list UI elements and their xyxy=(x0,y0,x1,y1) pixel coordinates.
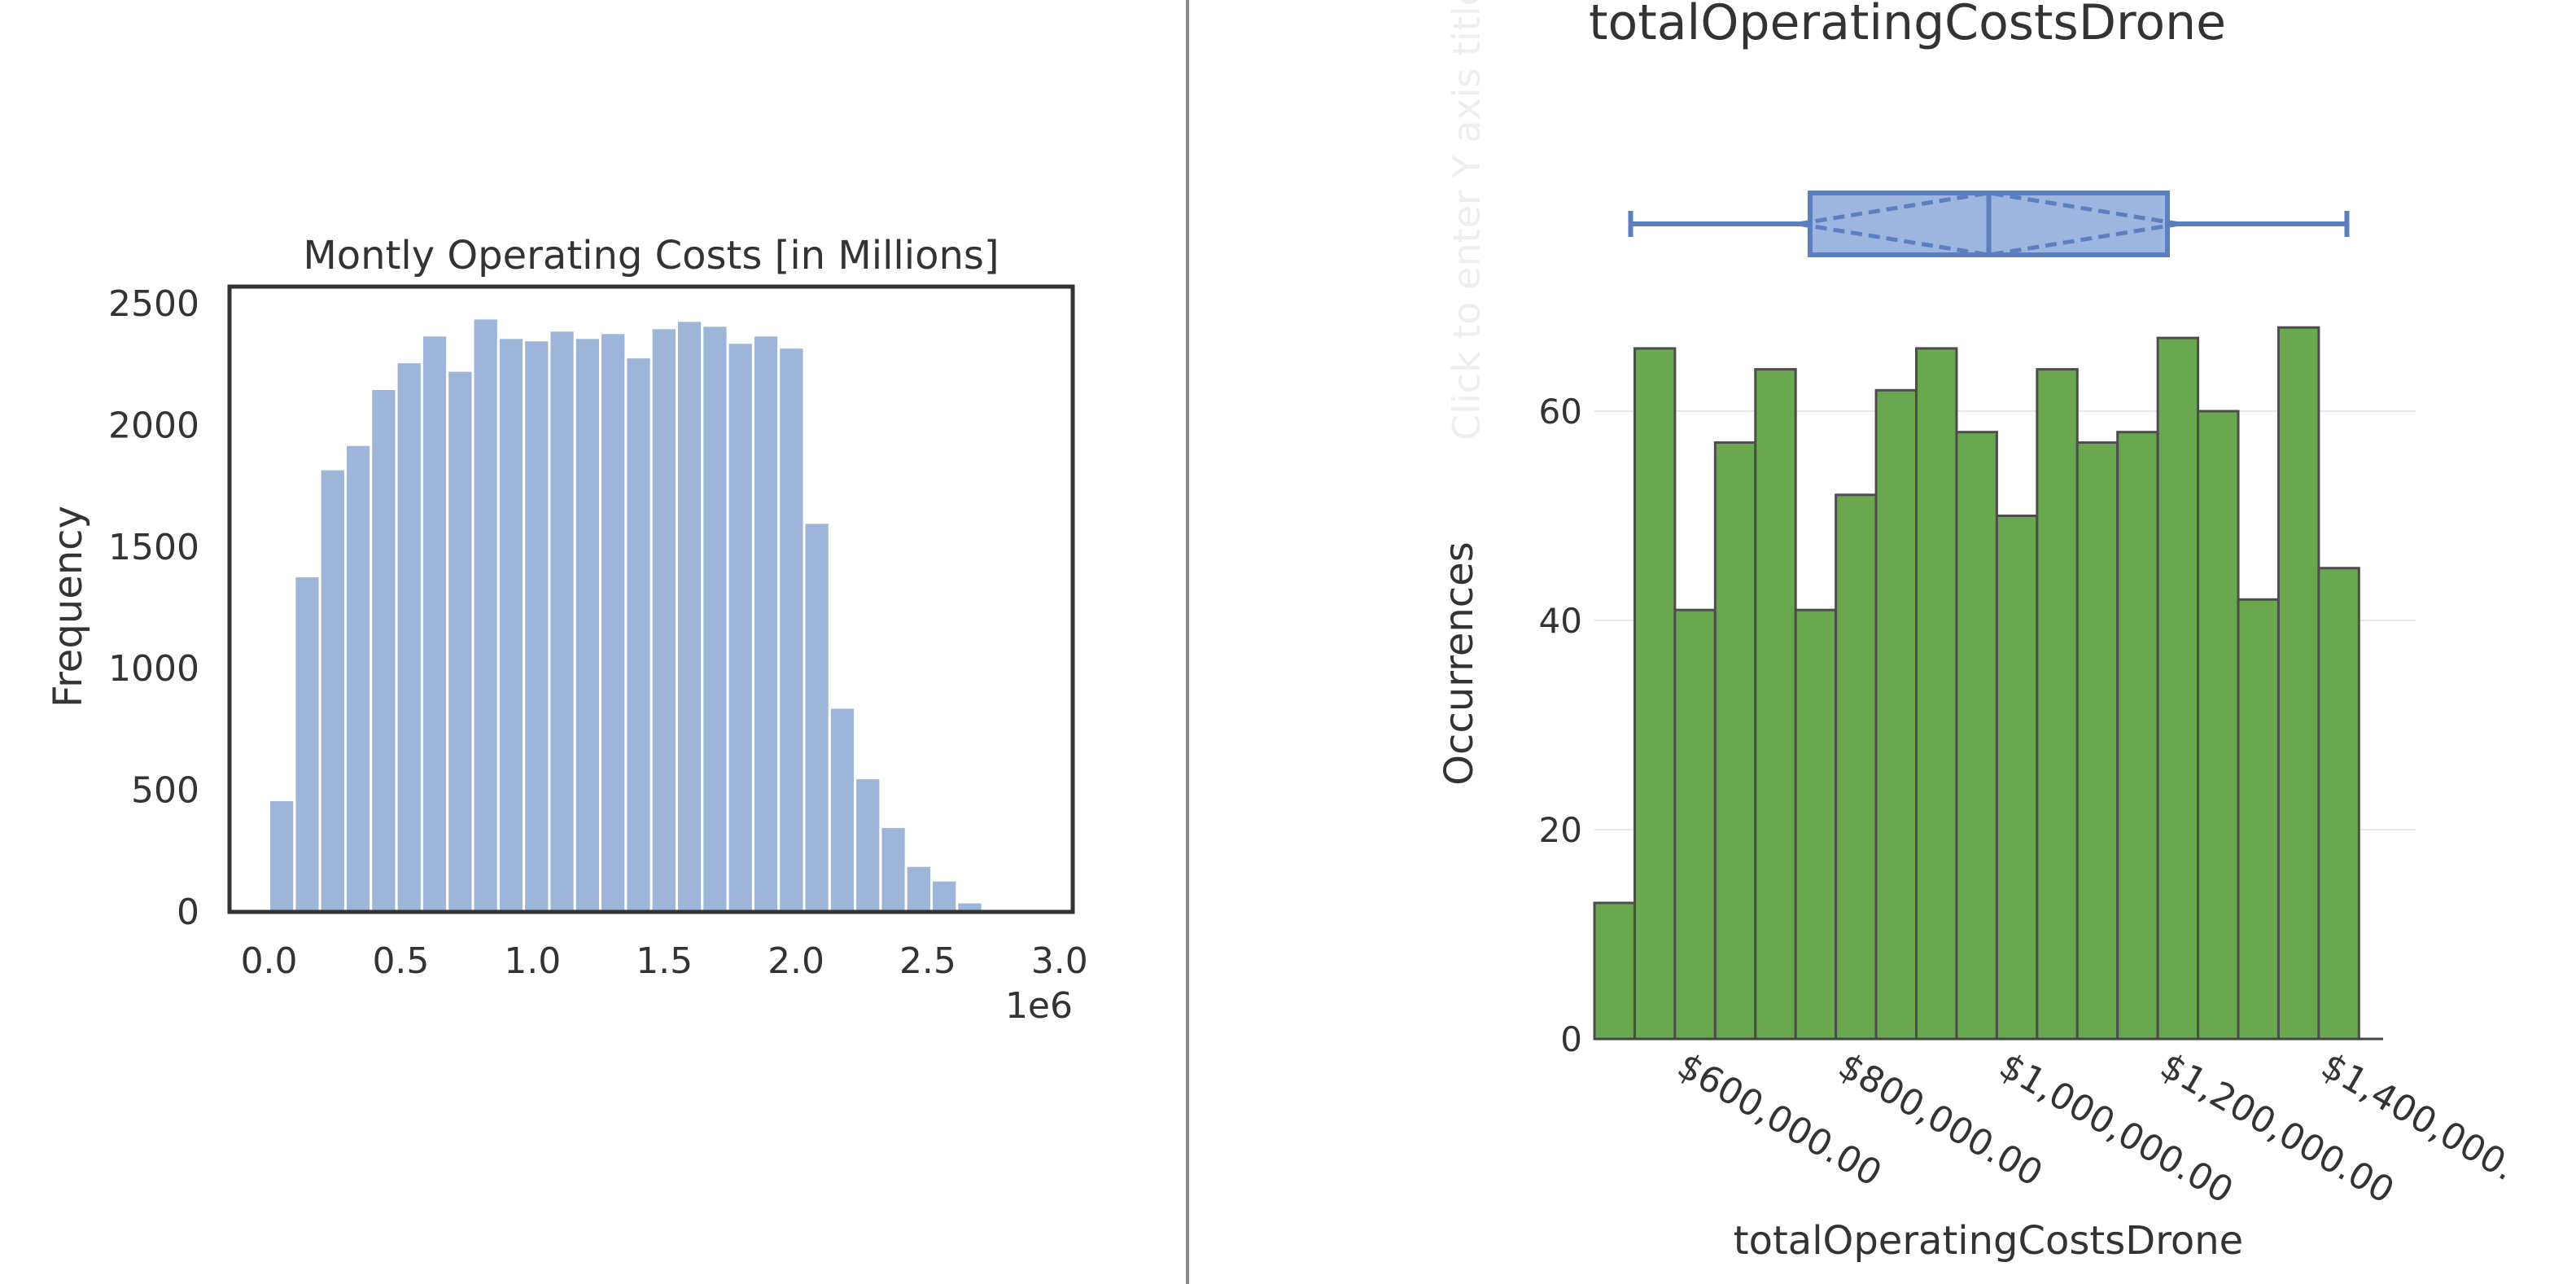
panel-divider xyxy=(1186,0,1189,1284)
left-histogram-bar xyxy=(395,361,423,914)
left-histogram-bar xyxy=(471,317,500,914)
left-histogram-bar xyxy=(370,388,398,914)
left-histogram-bar xyxy=(828,706,857,914)
right-histogram-bar[interactable] xyxy=(1593,901,1636,1041)
left-panel: 0.0 0.5 1.0 1.5 2.0 2.5 3.0 0 500 1000 1500 2000 25… xyxy=(0,0,1186,1284)
right-y-tick-label: 0 xyxy=(1560,1019,1582,1059)
right-histogram-bar[interactable] xyxy=(1673,608,1717,1041)
right-histogram-chart: totalOperatingCostsDrone Click to enter … xyxy=(1437,0,2522,1264)
left-y-tick-label: 500 xyxy=(131,770,199,812)
left-histogram-bar xyxy=(803,521,831,914)
left-chart-title: Montly Operating Costs [in Millions] xyxy=(303,233,999,278)
right-histogram-bar[interactable] xyxy=(1955,431,1998,1041)
left-histogram-bar xyxy=(930,879,959,914)
right-histogram-bar[interactable] xyxy=(2116,431,2159,1041)
left-histogram-bar xyxy=(446,369,475,914)
left-histogram-bar xyxy=(573,336,602,914)
left-histogram-chart: 0.0 0.5 1.0 1.5 2.0 2.5 3.0 0 500 1000 1500 2000 25… xyxy=(46,233,1088,1027)
y-axis-title-placeholder[interactable]: Click to enter Y axis title xyxy=(1445,0,1489,440)
left-histogram-bar xyxy=(548,329,576,914)
left-x-offset-label: 1e6 xyxy=(1005,985,1073,1027)
right-x-axis-label[interactable]: totalOperatingCostsDrone xyxy=(1734,1218,2243,1264)
left-y-axis-label: Frequency xyxy=(46,506,91,708)
left-histogram-bar xyxy=(268,799,296,914)
boxplot-mean-diamond-top xyxy=(1797,191,2180,226)
right-y-tick-label: 40 xyxy=(1539,601,1582,641)
left-x-tick-label: 0.5 xyxy=(372,940,429,982)
right-chart-title[interactable]: totalOperatingCostsDrone xyxy=(1589,0,2226,51)
left-y-tick-label: 0 xyxy=(177,892,199,933)
right-histogram-bar[interactable] xyxy=(1995,515,2039,1041)
left-histogram-bar xyxy=(854,777,882,914)
left-histogram-bar xyxy=(293,575,321,914)
left-plot-frame xyxy=(227,284,1075,914)
right-histogram-bar[interactable] xyxy=(2036,368,2079,1041)
left-y-tick-label: 2500 xyxy=(108,283,199,325)
boxplot-mean-diamond-bottom xyxy=(1797,221,2180,257)
right-histogram-bar[interactable] xyxy=(1874,388,1918,1041)
right-y-tick-label: 20 xyxy=(1539,810,1582,850)
left-x-tick-label: 2.0 xyxy=(768,940,824,982)
right-histogram-bar[interactable] xyxy=(2156,336,2200,1041)
left-histogram-bar xyxy=(904,864,934,914)
left-y-tick-label: 2000 xyxy=(108,405,199,446)
left-histogram-bar xyxy=(777,346,806,914)
left-x-tick-label: 2.5 xyxy=(899,940,956,982)
left-x-tick-label: 3.0 xyxy=(1031,940,1088,982)
right-histogram-bar[interactable] xyxy=(1794,608,1838,1041)
left-y-tick-label: 1000 xyxy=(108,648,199,690)
left-x-tick-label: 0.0 xyxy=(241,940,298,982)
left-histogram-bar xyxy=(496,336,526,914)
left-histogram-bar xyxy=(420,334,449,914)
right-histogram-bar[interactable] xyxy=(2317,567,2360,1041)
left-y-tick-label: 1500 xyxy=(108,527,199,568)
right-histogram-bar[interactable] xyxy=(1754,368,1797,1041)
right-histogram-bar[interactable] xyxy=(1633,347,1677,1041)
right-histogram-bar[interactable] xyxy=(2276,326,2320,1041)
left-histogram-bar xyxy=(523,339,551,914)
right-histogram-bar[interactable] xyxy=(2075,441,2119,1041)
right-histogram-bar[interactable] xyxy=(1713,441,1757,1041)
left-histogram-bar xyxy=(751,334,781,914)
right-histogram-bar[interactable] xyxy=(1915,347,1958,1041)
right-panel: totalOperatingCostsDrone Click to enter … xyxy=(1189,0,2576,1284)
left-histogram-bar xyxy=(318,467,347,914)
left-histogram-bar xyxy=(599,331,628,914)
left-histogram-bar xyxy=(701,324,729,914)
right-y-tick-label: 60 xyxy=(1539,392,1582,432)
left-histogram-bar xyxy=(624,356,653,914)
left-histogram-bar xyxy=(649,326,678,914)
left-x-tick-label: 1.5 xyxy=(636,940,693,982)
left-x-tick-label: 1.0 xyxy=(504,940,561,982)
left-histogram-bar xyxy=(879,825,908,914)
left-histogram-bar xyxy=(726,341,754,914)
right-histogram-bar[interactable] xyxy=(2197,410,2240,1041)
right-y-axis-label[interactable]: Occurrences xyxy=(1437,541,1482,785)
right-histogram-bar[interactable] xyxy=(2237,598,2280,1041)
left-histogram-bar xyxy=(675,319,704,914)
left-histogram-bar xyxy=(343,443,373,914)
right-histogram-bar[interactable] xyxy=(1835,493,1878,1041)
